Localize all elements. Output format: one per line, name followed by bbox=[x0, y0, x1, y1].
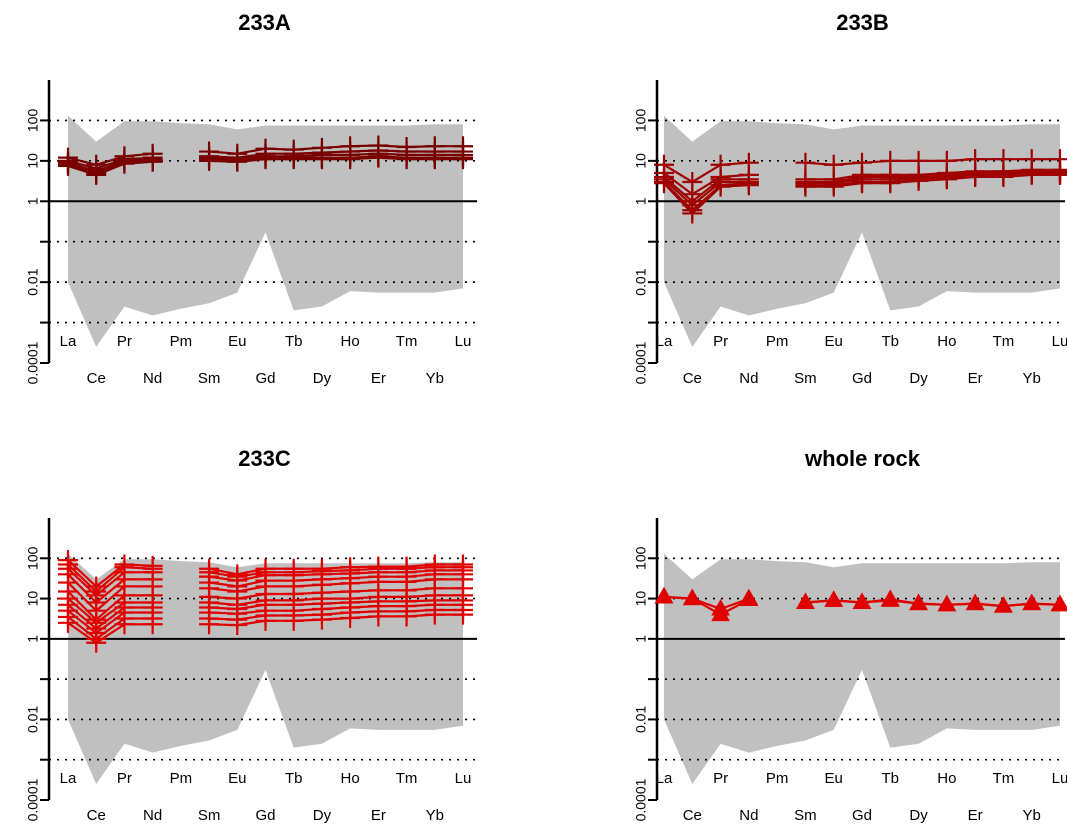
x-tick-label: Gd bbox=[852, 807, 872, 824]
x-tick-label: Er bbox=[371, 370, 386, 387]
x-tick-label: Ce bbox=[87, 807, 106, 824]
y-tick-label: 1 bbox=[633, 197, 649, 205]
x-tick-label: Tb bbox=[882, 333, 900, 350]
x-tick-label: Eu bbox=[825, 770, 843, 787]
x-tick-label: Gd bbox=[852, 370, 872, 387]
x-tick-label: Gd bbox=[255, 807, 275, 824]
y-tick-label: 0.0001 bbox=[25, 778, 41, 821]
x-tick-label: Dy bbox=[313, 807, 332, 824]
y-tick-label: 10 bbox=[25, 591, 41, 607]
x-tick-label: La bbox=[60, 333, 77, 350]
x-tick-label: La bbox=[656, 333, 673, 350]
y-tick-label: 0.01 bbox=[633, 268, 649, 295]
x-tick-label: Tb bbox=[285, 333, 303, 350]
x-tick-label: Pm bbox=[170, 333, 193, 350]
x-tick-label: Yb bbox=[426, 370, 444, 387]
y-tick-label: 1 bbox=[633, 635, 649, 643]
y-tick-label: 0.0001 bbox=[633, 341, 649, 384]
x-tick-label: Pr bbox=[713, 770, 728, 787]
x-tick-label: Ho bbox=[937, 770, 956, 787]
y-tick-label: 100 bbox=[25, 546, 41, 570]
x-tick-label: Sm bbox=[198, 370, 221, 387]
y-tick-label: 0.01 bbox=[25, 268, 41, 295]
x-tick-label: Dy bbox=[313, 370, 332, 387]
x-tick-label: Ce bbox=[683, 807, 702, 824]
x-tick-label: Er bbox=[968, 370, 983, 387]
reference-envelope bbox=[664, 554, 1060, 784]
x-tick-label: Yb bbox=[1023, 370, 1041, 387]
x-tick-label: Nd bbox=[739, 370, 758, 387]
x-tick-label: Lu bbox=[1052, 770, 1067, 787]
x-tick-label: Eu bbox=[825, 333, 843, 350]
panel-title: whole rock bbox=[804, 446, 921, 471]
y-tick-label: 10 bbox=[633, 591, 649, 607]
x-tick-label: Pr bbox=[713, 333, 728, 350]
x-tick-label: Pr bbox=[117, 333, 132, 350]
panel-title: 233A bbox=[238, 10, 291, 35]
x-tick-label: Er bbox=[968, 807, 983, 824]
x-tick-label: Yb bbox=[1023, 807, 1041, 824]
x-tick-label: Ho bbox=[341, 333, 360, 350]
x-tick-label: Tm bbox=[396, 770, 418, 787]
x-tick-label: Tb bbox=[285, 770, 303, 787]
y-tick-label: 0.01 bbox=[25, 706, 41, 733]
y-tick-label: 0.0001 bbox=[633, 778, 649, 821]
x-tick-label: Nd bbox=[739, 807, 758, 824]
y-tick-label: 100 bbox=[25, 109, 41, 133]
x-tick-label: Ce bbox=[87, 370, 106, 387]
x-tick-label: Lu bbox=[455, 333, 472, 350]
x-tick-label: Pm bbox=[170, 770, 193, 787]
x-tick-label: Nd bbox=[143, 807, 162, 824]
x-tick-label: Eu bbox=[228, 770, 246, 787]
x-tick-label: Ho bbox=[937, 333, 956, 350]
x-tick-label: La bbox=[656, 770, 673, 787]
x-tick-label: Pr bbox=[117, 770, 132, 787]
x-tick-label: Gd bbox=[255, 370, 275, 387]
panel-3: 233C 0.0001 0.01 1 10 100 La Ce Pr Nd Pm Sm Eu Gd Tb Dy… bbox=[25, 446, 477, 824]
y-tick-label: 1 bbox=[25, 635, 41, 643]
y-tick-label: 10 bbox=[25, 153, 41, 169]
y-tick-label: 10 bbox=[633, 153, 649, 169]
y-tick-label: 1 bbox=[25, 197, 41, 205]
panel-2: 233B 0.0001 0.01 1 10 100 La Ce Pr Nd Pm Sm Eu Gd Tb Dy… bbox=[633, 10, 1067, 387]
x-tick-label: Yb bbox=[426, 807, 444, 824]
x-tick-label: Lu bbox=[455, 770, 472, 787]
x-tick-label: Dy bbox=[909, 807, 928, 824]
x-tick-label: Tm bbox=[993, 333, 1015, 350]
x-tick-label: La bbox=[60, 770, 77, 787]
x-tick-label: Sm bbox=[198, 807, 221, 824]
y-tick-label: 100 bbox=[633, 109, 649, 133]
panel-title: 233B bbox=[836, 10, 889, 35]
x-tick-label: Dy bbox=[909, 370, 928, 387]
y-tick-label: 100 bbox=[633, 546, 649, 570]
x-tick-label: Lu bbox=[1052, 333, 1067, 350]
x-tick-label: Sm bbox=[794, 370, 817, 387]
panel-title: 233C bbox=[238, 446, 291, 471]
x-tick-label: Pm bbox=[766, 770, 789, 787]
x-tick-label: Sm bbox=[794, 807, 817, 824]
x-tick-label: Ce bbox=[683, 370, 702, 387]
x-tick-label: Ho bbox=[341, 770, 360, 787]
x-tick-label: Er bbox=[371, 807, 386, 824]
x-tick-label: Tm bbox=[396, 333, 418, 350]
x-tick-label: Pm bbox=[766, 333, 789, 350]
x-tick-label: Tb bbox=[882, 770, 900, 787]
reference-envelope bbox=[664, 116, 1060, 347]
y-tick-label: 0.0001 bbox=[25, 341, 41, 384]
panel-1: 233A 0.0001 0.01 1 10 100 La Ce Pr Nd Pm Sm Eu Gd Tb Dy… bbox=[25, 10, 477, 387]
panel-4: whole rock 0.0001 0.01 1 10 100 La Ce Pr Nd Pm Sm Eu… bbox=[633, 446, 1067, 824]
x-tick-label: Tm bbox=[993, 770, 1015, 787]
y-tick-label: 0.01 bbox=[633, 706, 649, 733]
x-tick-label: Eu bbox=[228, 333, 246, 350]
x-tick-label: Nd bbox=[143, 370, 162, 387]
